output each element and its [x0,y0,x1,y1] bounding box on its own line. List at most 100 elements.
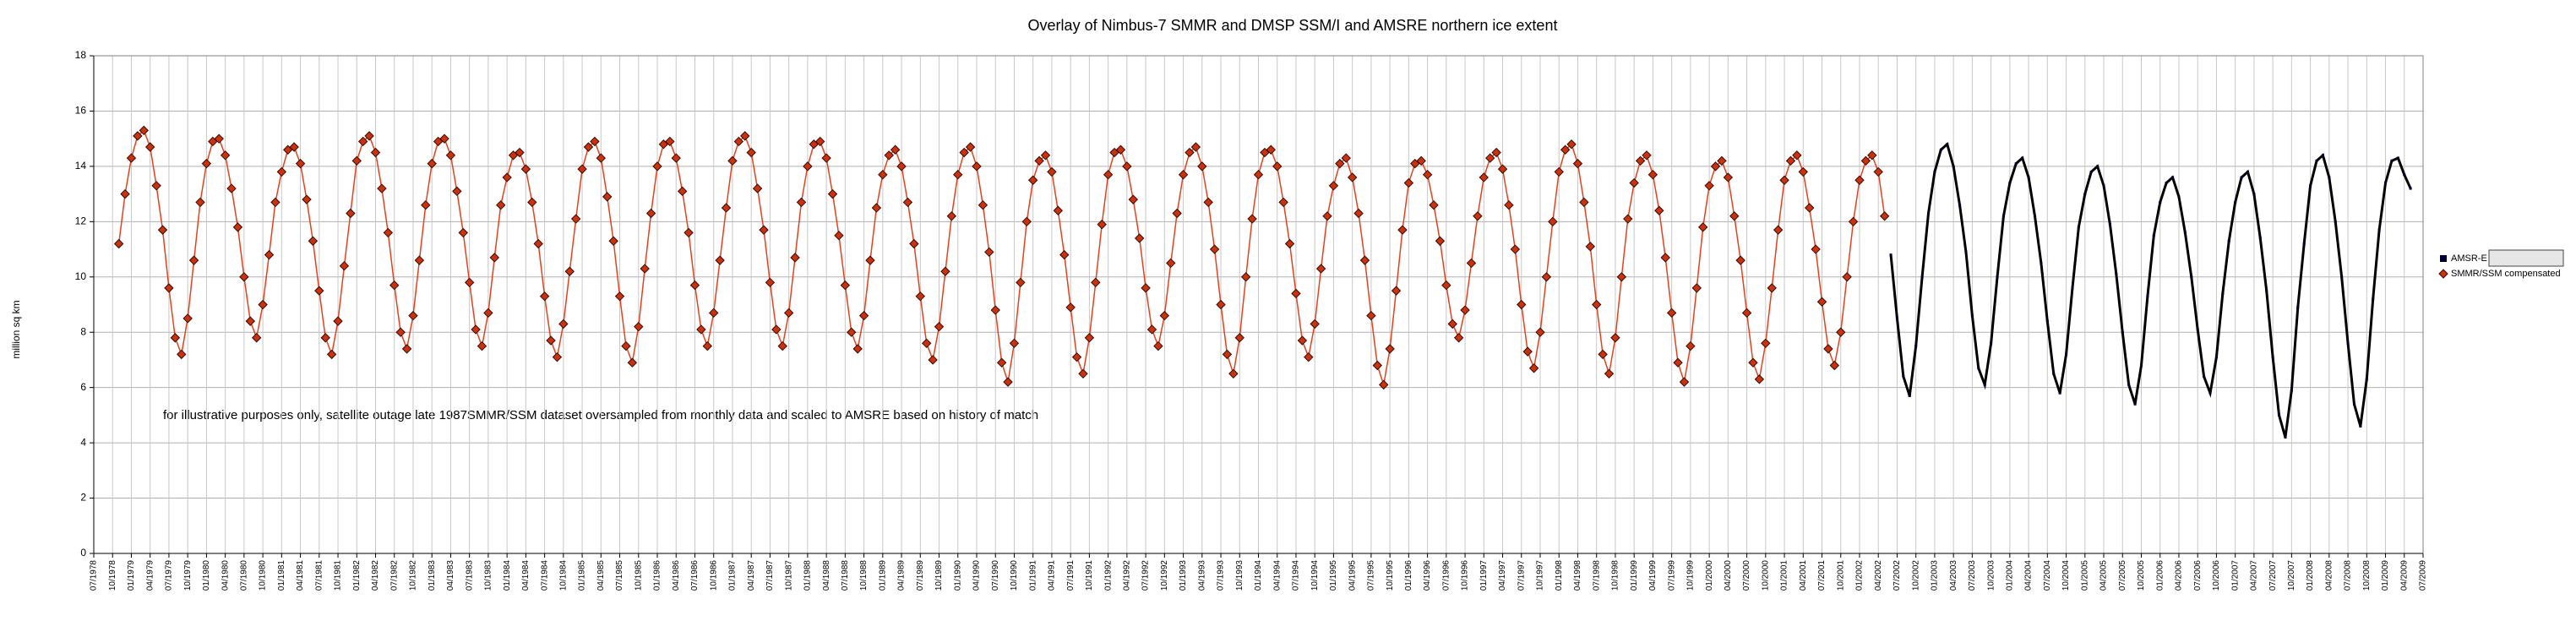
y-tick-label: 18 [75,49,87,61]
point [2077,226,2080,229]
x-tick-label: 10/1994 [1310,560,1320,591]
point [1460,305,1470,315]
x-tick-label: 10/2003 [1986,560,1996,591]
point [959,147,969,158]
point [915,291,925,302]
point [1811,244,1821,254]
point [1240,272,1251,282]
point [1970,314,1974,318]
y-tick-label: 12 [75,215,87,227]
point [1322,211,1332,221]
x-tick-label: 10/2004 [2061,560,2071,591]
point [1748,357,1758,368]
point [1717,155,1727,166]
point [996,357,1007,368]
x-tick-label: 10/2001 [1836,560,1845,591]
point [1266,144,1277,155]
point [220,150,231,161]
point [1604,368,1615,379]
point [1159,310,1170,321]
y-tick-label: 8 [80,325,86,337]
x-tick-label: 04/1983 [446,560,455,591]
x-tick-label: 04/2003 [1949,560,1958,591]
point [1115,144,1126,155]
x-tick-label: 01/1988 [803,560,813,591]
point [840,280,851,291]
point [702,341,713,351]
x-tick-label: 01/2000 [1705,560,1714,591]
point [934,321,945,332]
point [1497,164,1508,174]
point [2045,319,2049,323]
point [2221,291,2225,295]
point [2108,223,2111,226]
x-tick-label: 07/1989 [916,560,925,591]
point [483,308,493,319]
x-tick-label: 10/1987 [784,560,793,591]
point [1879,211,1890,221]
point [665,136,675,147]
point [608,236,618,246]
point [139,125,149,136]
x-tick-label: 01/1985 [578,560,587,591]
point [765,277,776,288]
point [1679,377,1690,387]
point [1172,208,1182,219]
point [564,266,575,276]
point [2027,176,2030,179]
series-line [1889,142,2412,438]
point [126,153,137,163]
point [533,238,543,249]
legend-box-overlay [2488,249,2564,267]
point [1517,299,1527,310]
point [2177,195,2181,199]
x-tick-label: 10/2002 [1911,560,1920,591]
point [627,357,638,368]
point [502,172,512,183]
x-tick-label: 01/2002 [1855,560,1865,591]
x-tick-label: 07/1993 [1217,560,1226,591]
point [1216,299,1226,310]
point [339,260,350,271]
point [477,341,487,351]
x-tick-label: 04/2000 [1724,560,1733,591]
point [377,183,387,193]
point [1829,360,1840,371]
point [1091,277,1101,288]
x-tick-label: 01/2006 [2155,560,2165,591]
x-tick-label: 10/1980 [259,560,268,591]
x-tick-label: 10/2007 [2287,560,2296,591]
point [972,161,982,172]
point [1146,324,1157,335]
x-tick-label: 04/2001 [1799,560,1808,591]
point [1990,341,1993,345]
x-tick-label: 10/1998 [1611,560,1620,591]
point [2115,273,2118,276]
point [1040,150,1051,161]
point [515,147,525,158]
y-tick-label: 16 [75,105,87,117]
x-tick-label: 07/1987 [765,560,775,591]
point [2139,363,2143,367]
point [295,158,306,169]
point [909,238,919,249]
point [570,214,581,224]
y-tick-label: 10 [75,270,87,282]
point [1335,158,1345,169]
x-tick-label: 07/1979 [165,560,174,591]
x-tick-label: 01/1980 [202,560,211,591]
point [302,194,312,204]
x-tick-label: 10/1995 [1386,560,1395,591]
point [1491,147,1501,158]
point [383,227,394,238]
point [1541,272,1552,282]
point [652,161,662,172]
point [2096,165,2099,168]
point [2377,228,2381,232]
point [489,253,500,263]
x-tick-label: 07/1997 [1517,560,1526,591]
point [590,136,600,147]
point [1673,357,1683,368]
point [1097,219,1107,230]
